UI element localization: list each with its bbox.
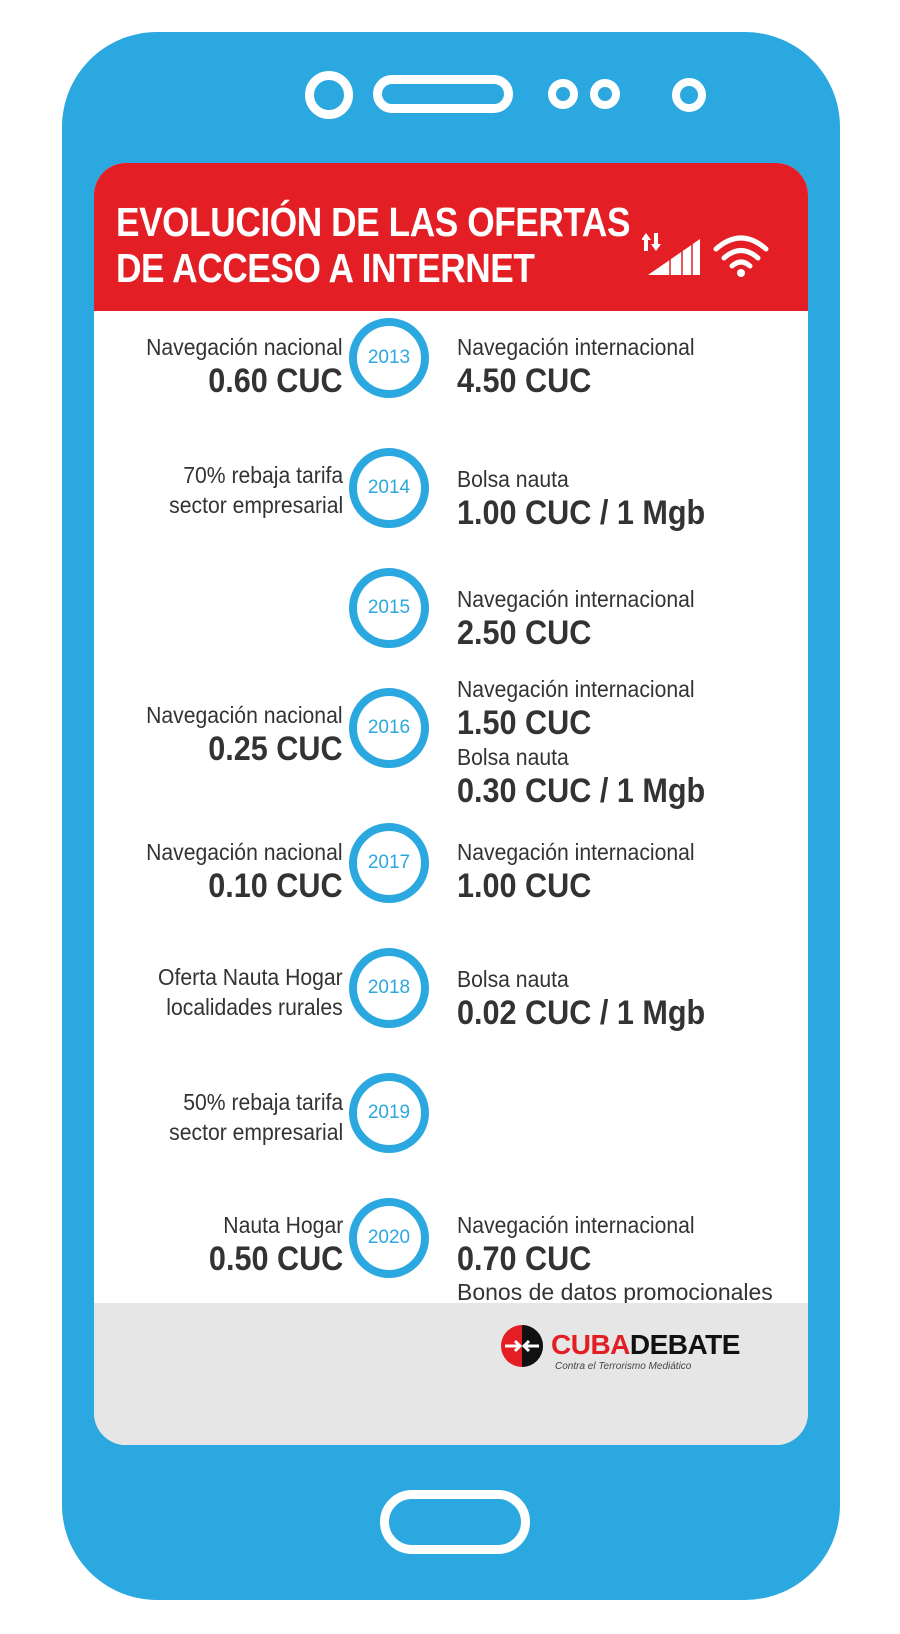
offer-price: 0.02 CUC / 1 Mgb: [457, 994, 706, 1032]
year-badge: 2016: [349, 688, 429, 768]
speaker-icon: [373, 75, 513, 113]
title-line-2: DE ACCESO A INTERNET: [116, 245, 535, 291]
offer-label: sector empresarial: [168, 1119, 343, 1145]
phone-screen: EVOLUCIÓN DE LAS OFERTAS DE ACCESO A INT…: [94, 163, 808, 1445]
header-banner: EVOLUCIÓN DE LAS OFERTAS DE ACCESO A INT…: [94, 163, 808, 311]
right-offer: Navegación internacional 2.50 CUC: [457, 584, 715, 652]
right-offer: Navegación internacional 4.50 CUC: [457, 332, 715, 400]
year-badge: 2018: [349, 948, 429, 1028]
offer-price: 0.50 CUC: [208, 1240, 343, 1278]
offer-price: 0.70 CUC: [457, 1240, 592, 1278]
right-offer: Navegación internacional 0.70 CUC Bonos de…: [457, 1210, 773, 1306]
offer-price: 1.00 CUC: [457, 867, 592, 905]
year-badge: 2019: [349, 1073, 429, 1153]
left-offer: Oferta Nauta Hogar localidades rurales: [142, 962, 343, 1022]
offer-price: 4.50 CUC: [457, 362, 592, 400]
offer-label: 70% rebaja tarifa: [183, 462, 343, 488]
offer-label: Navegación internacional: [457, 1212, 695, 1238]
offer-label: Oferta Nauta Hogar: [158, 964, 343, 990]
offer-price: 0.60 CUC: [208, 362, 343, 400]
offer-label: Bolsa nauta: [457, 744, 569, 770]
cell-signal-icon: [642, 233, 700, 275]
offer-label: Bolsa nauta: [457, 966, 569, 992]
offer-price: 2.50 CUC: [457, 614, 592, 652]
offer-label: Navegación nacional: [146, 334, 343, 360]
wifi-icon: [713, 235, 769, 277]
offer-label: Navegación internacional: [457, 334, 695, 360]
sensor-dot-icon: [672, 78, 706, 112]
offer-label: Nauta Hogar: [223, 1212, 343, 1238]
right-offer: Navegación internacional 1.50 CUC Bolsa na…: [457, 674, 733, 810]
offer-label: Navegación nacional: [146, 839, 343, 865]
cubadebate-logo[interactable]: CUBADEBATE Contra el Terrorismo Mediátic…: [499, 1323, 759, 1373]
offer-label: Bonos de datos promocionales: [457, 1279, 773, 1305]
logo-wordmark: CUBADEBATE: [551, 1329, 740, 1361]
title-line-1: EVOLUCIÓN DE LAS OFERTAS: [116, 199, 631, 245]
offer-label: sector empresarial: [168, 492, 343, 518]
offer-label: Navegación internacional: [457, 839, 695, 865]
left-offer: 70% rebaja tarifa sector empresarial: [154, 460, 343, 520]
home-button[interactable]: [380, 1490, 530, 1554]
right-offer: Navegación internacional 1.00 CUC: [457, 837, 715, 905]
offer-label: Navegación internacional: [457, 676, 695, 702]
left-offer: Navegación nacional 0.25 CUC: [129, 700, 343, 768]
footer: CUBADEBATE Contra el Terrorismo Mediátic…: [94, 1303, 808, 1445]
offer-label: Navegación internacional: [457, 586, 695, 612]
logo-debate: DEBATE: [629, 1329, 741, 1360]
offer-price: 1.50 CUC: [457, 704, 592, 742]
year-badge: 2020: [349, 1198, 429, 1278]
year-badge: 2014: [349, 448, 429, 528]
left-offer: 50% rebaja tarifa sector empresarial: [154, 1087, 343, 1147]
offer-price: 0.30 CUC / 1 Mgb: [457, 772, 706, 810]
logo-cuba: CUBA: [551, 1329, 630, 1360]
right-offer: Bolsa nauta 1.00 CUC / 1 Mgb: [457, 464, 733, 532]
cubadebate-logo-icon: [501, 1325, 543, 1367]
left-offer: Navegación nacional 0.10 CUC: [129, 837, 343, 905]
right-offer: Bolsa nauta 0.02 CUC / 1 Mgb: [457, 964, 733, 1032]
camera-icon: [305, 71, 353, 119]
offer-label: 50% rebaja tarifa: [183, 1089, 343, 1115]
offer-price: 0.25 CUC: [208, 730, 343, 768]
logo-tagline: Contra el Terrorismo Mediático: [555, 1361, 692, 1372]
year-badge: 2015: [349, 568, 429, 648]
offer-label: Bolsa nauta: [457, 466, 569, 492]
offer-label: Navegación nacional: [146, 702, 343, 728]
sensor-dot-icon: [590, 79, 620, 109]
offer-price: 1.00 CUC / 1 Mgb: [457, 494, 706, 532]
year-badge: 2013: [349, 318, 429, 398]
left-offer: Navegación nacional 0.60 CUC: [129, 332, 343, 400]
offer-price: 0.10 CUC: [208, 867, 343, 905]
offer-label: localidades rurales: [166, 994, 343, 1020]
sensor-dot-icon: [548, 79, 578, 109]
page-title: EVOLUCIÓN DE LAS OFERTAS DE ACCESO A INT…: [116, 199, 630, 291]
year-badge: 2017: [349, 823, 429, 903]
left-offer: Nauta Hogar 0.50 CUC: [194, 1210, 343, 1278]
